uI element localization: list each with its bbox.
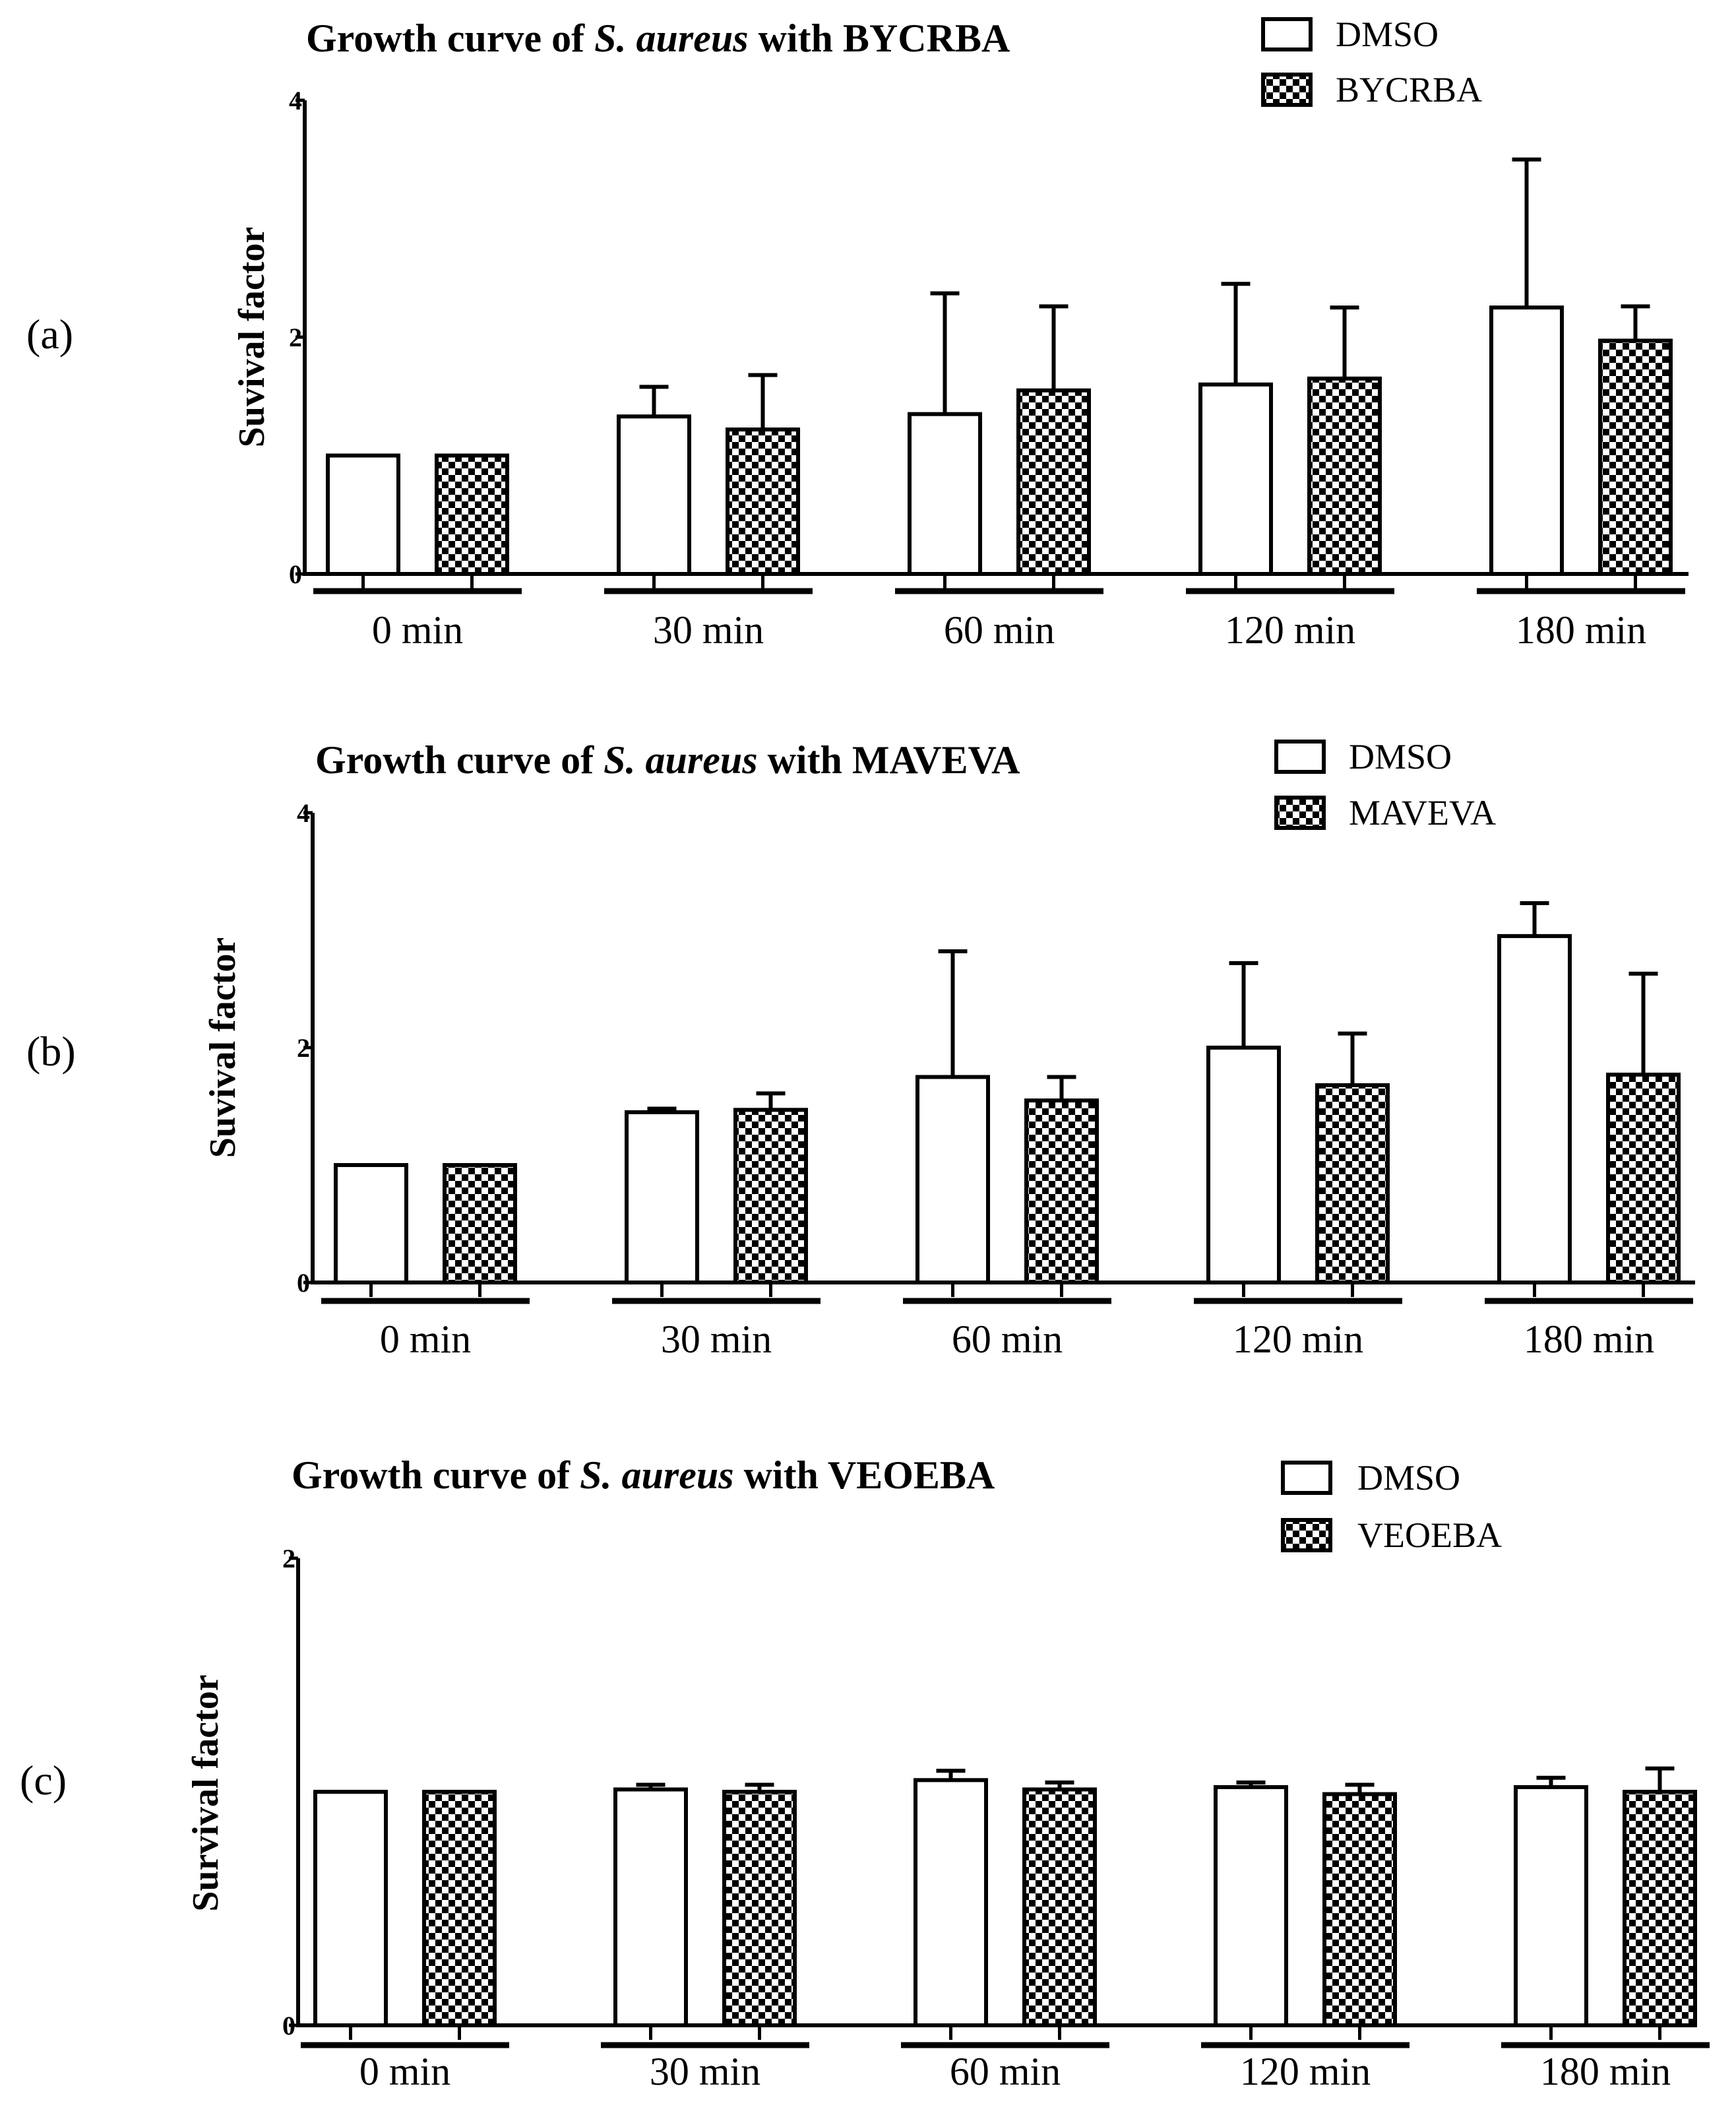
y-tick-label: 0 <box>297 1268 310 1298</box>
x-tick-label: 120 min <box>1225 608 1355 652</box>
bar-dmso-0min <box>313 1790 388 2027</box>
bar-dmso-30min <box>613 1787 688 2027</box>
legend-label-dmso: DMSO <box>1336 15 1439 54</box>
y-tick-label: 0 <box>282 2011 295 2040</box>
bar-bycrba-30min <box>726 427 800 577</box>
x-tick-label: 120 min <box>1233 1317 1363 1361</box>
x-tick-label: 180 min <box>1516 608 1646 652</box>
bar-bycrba-0min <box>435 453 509 576</box>
x-tick-label: 60 min <box>950 2050 1061 2093</box>
x-tick-label: 0 min <box>372 608 463 652</box>
bar-dmso-30min <box>625 1110 699 1285</box>
legend-label-maveva: MAVEVA <box>1349 793 1496 833</box>
legend-swatch-bycrba <box>1261 73 1313 107</box>
bar-dmso-60min <box>914 1778 988 2028</box>
legend-swatch-maveva <box>1274 796 1326 830</box>
x-tick-label: 120 min <box>1240 2050 1371 2093</box>
legend-label-veoeba: VEOEBA <box>1357 1515 1502 1555</box>
bar-bycrba-60min <box>1016 388 1091 577</box>
bar-dmso-120min <box>1198 382 1273 576</box>
bar-maveva-120min <box>1315 1083 1390 1284</box>
y-tick-label: 0 <box>289 559 302 589</box>
x-tick-label: 30 min <box>661 1317 772 1361</box>
panel-label: (b) <box>26 1028 76 1075</box>
panel-label: (a) <box>26 311 73 358</box>
bar-dmso-60min <box>908 412 982 576</box>
bar-bycrba-120min <box>1307 376 1382 576</box>
bar-dmso-0min <box>326 453 400 576</box>
y-axis-label: Survival factor <box>185 1674 226 1911</box>
y-axis-label: Suvival factor <box>202 937 243 1158</box>
x-tick-label: 60 min <box>944 608 1055 652</box>
legend-label-bycrba: BYCRBA <box>1336 70 1482 110</box>
chart-panel-2: (b) Growth curve of S. aureus with MAVEVA… <box>26 737 1695 1361</box>
y-tick-label: 4 <box>289 86 302 115</box>
panel-label: (c) <box>20 1757 67 1804</box>
x-tick-label: 180 min <box>1540 2050 1671 2093</box>
chart-title: Growth curve of S. aureus with BYCRBA <box>306 16 1010 60</box>
bar-veoeba-60min <box>1022 1787 1097 2027</box>
legend-label-dmso: DMSO <box>1357 1458 1460 1498</box>
legend-label-dmso: DMSO <box>1349 737 1452 776</box>
bar-dmso-0min <box>334 1163 408 1284</box>
bar-dmso-30min <box>617 414 691 577</box>
chart-title: Growth curve of S. aureus with VEOEBA <box>292 1453 995 1497</box>
x-tick-label: 0 min <box>359 2050 450 2093</box>
bar-bycrba-180min <box>1598 338 1673 576</box>
y-tick-label: 2 <box>289 323 302 352</box>
legend-swatch-dmso <box>1261 17 1313 51</box>
x-tick-label: 180 min <box>1524 1317 1654 1361</box>
bar-veoeba-0min <box>422 1790 497 2027</box>
y-axis-label: Suvival factor <box>232 227 272 447</box>
y-tick-label: 4 <box>297 798 310 828</box>
bar-dmso-60min <box>915 1075 990 1284</box>
chart-panel-3: (c) Growth curve of S. aureus with VEOEBA… <box>20 1453 1710 2093</box>
y-tick-label: 2 <box>282 1544 295 1573</box>
x-tick-label: 30 min <box>653 608 764 652</box>
y-tick-label: 2 <box>297 1033 310 1063</box>
bar-veoeba-120min <box>1322 1792 1397 2028</box>
legend-swatch-dmso <box>1281 1461 1332 1495</box>
bar-maveva-180min <box>1606 1072 1681 1284</box>
x-tick-label: 60 min <box>952 1317 1063 1361</box>
x-tick-label: 30 min <box>650 2050 760 2093</box>
bar-maveva-30min <box>733 1108 808 1284</box>
legend-swatch-veoeba <box>1281 1518 1332 1552</box>
bar-veoeba-180min <box>1623 1790 1697 2027</box>
chart-panel-1: (a) Growth curve of S. aureus with BYCRBA… <box>26 15 1689 652</box>
bar-dmso-180min <box>1489 305 1564 576</box>
chart-title: Growth curve of S. aureus with MAVEVA <box>315 738 1020 782</box>
bar-maveva-0min <box>443 1163 517 1284</box>
bar-dmso-180min <box>1514 1785 1588 2027</box>
bar-maveva-60min <box>1024 1098 1099 1284</box>
bar-veoeba-30min <box>722 1790 797 2027</box>
legend-swatch-dmso <box>1274 740 1326 774</box>
bar-dmso-180min <box>1497 933 1572 1284</box>
x-tick-label: 0 min <box>380 1317 471 1361</box>
bar-dmso-120min <box>1206 1046 1281 1284</box>
bar-dmso-120min <box>1214 1785 1288 2027</box>
